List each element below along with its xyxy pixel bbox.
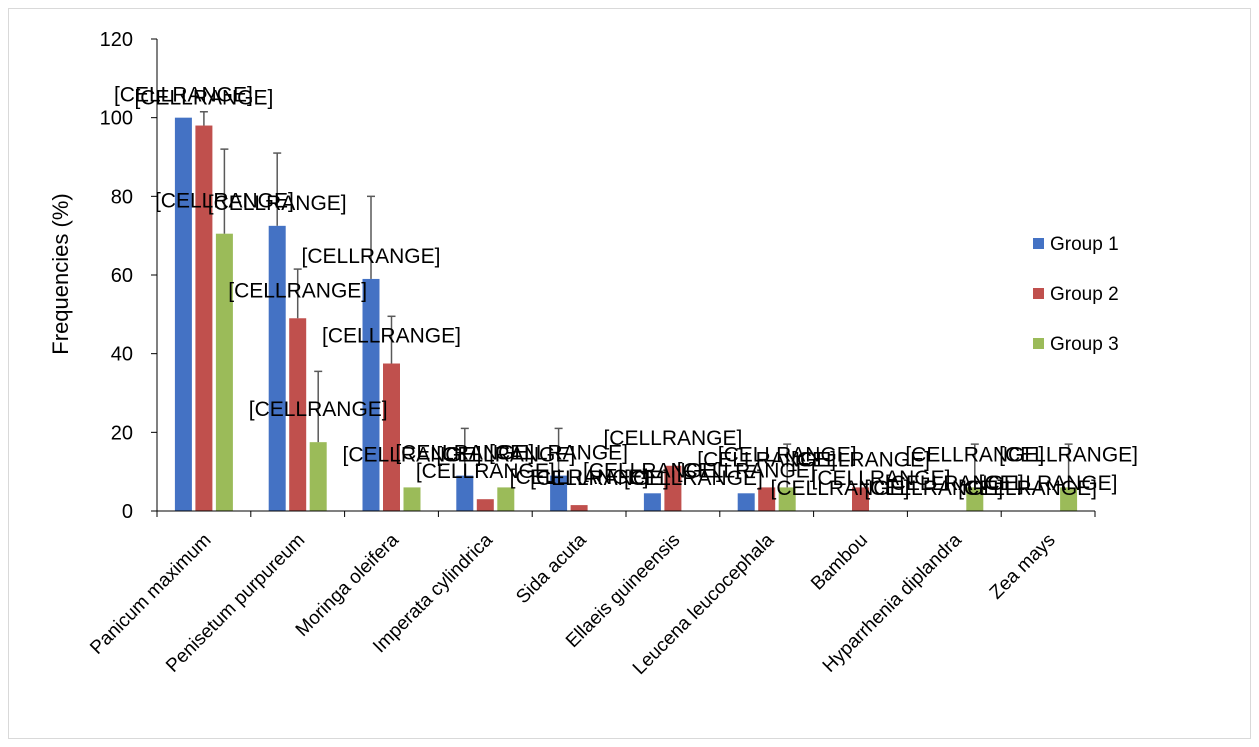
y-axis: 0 20 40 60 80 100 120	[100, 29, 158, 523]
data-label: [CELLRANGE]	[697, 448, 836, 471]
data-label: [CELLRANGE]	[812, 467, 951, 490]
bar	[664, 465, 682, 511]
bar	[570, 505, 588, 511]
legend-swatch	[1033, 288, 1044, 299]
bar	[1060, 487, 1078, 511]
data-label: [CELLRANGE]	[958, 477, 1097, 500]
bar	[215, 233, 233, 511]
data-label: [CELLRANGE]	[718, 443, 857, 466]
bar	[383, 363, 400, 511]
legend-label: Group 3	[1050, 334, 1119, 355]
bar	[758, 487, 776, 511]
data-label: [CELLRANGE]	[791, 448, 930, 471]
legend-swatch	[1033, 338, 1044, 349]
bar	[195, 125, 213, 512]
data-label: [CELLRANGE]	[885, 472, 1024, 495]
data-label: [CELLRANGE]	[979, 472, 1118, 495]
bar	[778, 487, 796, 511]
legend-label: Group 2	[1050, 284, 1119, 305]
data-label: [CELLRANGE]	[510, 466, 649, 489]
data-label: [CELLRANGE]	[343, 443, 482, 466]
legend: Group 1 Group 2 Group 3	[1033, 234, 1119, 355]
data-label: [CELLRANGE]	[624, 467, 763, 490]
data-label: [CELLRANGE]	[999, 443, 1138, 466]
data-label: [CELLRANGE]	[208, 192, 347, 215]
bar	[497, 487, 515, 511]
bar	[403, 487, 421, 511]
data-label: [CELLRANGE]	[603, 427, 742, 450]
data-label: [CELLRANGE]	[134, 87, 273, 110]
y-tick-label: 20	[111, 422, 133, 444]
data-label: [CELLRANGE]	[228, 279, 367, 302]
bars-layer	[174, 117, 1078, 512]
legend-swatch	[1033, 238, 1044, 249]
y-tick-label: 40	[111, 344, 133, 366]
bar	[289, 318, 307, 511]
data-label: [CELLRANGE]	[114, 84, 253, 107]
bar	[550, 475, 568, 511]
bar	[852, 487, 869, 511]
legend-label: Group 1	[1050, 234, 1119, 255]
bar	[966, 487, 984, 511]
data-label: [CELLRANGE]	[530, 467, 669, 490]
bar	[737, 493, 755, 511]
data-label: [CELLRANGE]	[436, 443, 575, 466]
bar	[268, 225, 286, 512]
error-bars-layer	[199, 111, 1073, 488]
data-label: [CELLRANGE]	[489, 442, 628, 465]
x-category-label: Sida acuta	[512, 529, 591, 608]
bar	[643, 493, 661, 511]
y-tick-label: 120	[100, 29, 133, 51]
data-label: [CELLRANGE]	[583, 459, 722, 482]
bar	[456, 475, 474, 511]
data-label: [CELLRANGE]	[677, 459, 816, 482]
bar	[476, 499, 494, 511]
bar	[309, 442, 327, 511]
chart-frame	[8, 8, 1251, 739]
y-tick-label: 0	[122, 501, 133, 523]
data-label: [CELLRANGE]	[864, 477, 1003, 500]
data-labels-layer: [CELLRANGE][CELLRANGE][CELLRANGE][CELLRA…	[114, 84, 1138, 500]
data-label: [CELLRANGE]	[322, 325, 461, 348]
y-tick-label: 60	[111, 265, 133, 287]
data-label: [CELLRANGE]	[416, 460, 555, 483]
y-tick-label: 80	[111, 186, 133, 208]
data-label: [CELLRANGE]	[302, 245, 441, 268]
data-label: [CELLRANGE]	[395, 442, 534, 465]
bar	[362, 278, 380, 511]
x-category-label: Zea mays	[986, 530, 1060, 604]
y-tick-label: 100	[100, 108, 133, 130]
data-label: [CELLRANGE]	[249, 398, 388, 421]
data-label: [CELLRANGE]	[771, 477, 910, 500]
y-axis-label: Frequencies (%)	[48, 193, 73, 354]
data-label: [CELLRANGE]	[155, 190, 294, 213]
bar	[174, 117, 192, 512]
data-label: [CELLRANGE]	[905, 443, 1044, 466]
x-category-label: Bambou	[807, 530, 872, 595]
